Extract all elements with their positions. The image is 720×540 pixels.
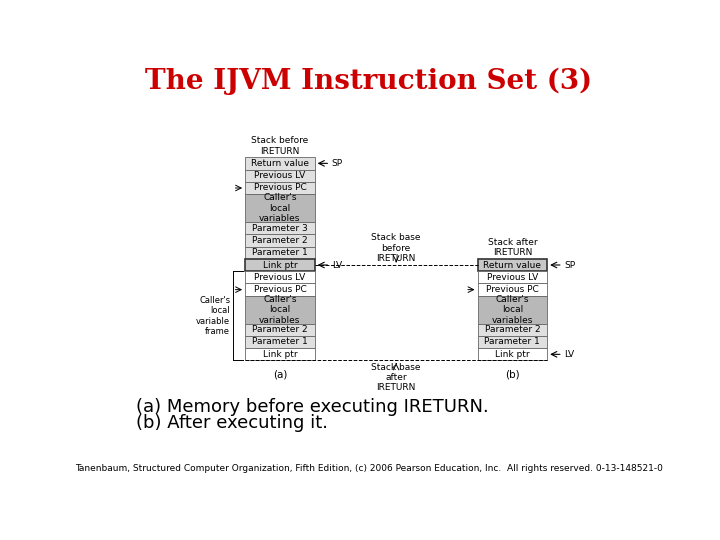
Text: Parameter 2: Parameter 2 <box>252 236 307 245</box>
Text: Return value: Return value <box>483 260 541 269</box>
Text: Parameter 2: Parameter 2 <box>485 325 540 334</box>
Text: Link ptr: Link ptr <box>263 350 297 359</box>
Text: Previous PC: Previous PC <box>253 184 306 192</box>
Bar <box>477 284 547 296</box>
Bar <box>245 222 315 234</box>
Bar <box>245 234 315 247</box>
Text: The IJVM Instruction Set (3): The IJVM Instruction Set (3) <box>145 68 593 96</box>
Bar <box>477 296 547 323</box>
Text: Previous PC: Previous PC <box>486 285 539 294</box>
Text: Parameter 1: Parameter 1 <box>252 338 307 347</box>
Text: Caller's
local
variable
frame: Caller's local variable frame <box>196 296 230 336</box>
Text: (b): (b) <box>505 370 520 380</box>
Text: Return value: Return value <box>251 159 309 168</box>
Bar <box>245 157 315 170</box>
Text: Parameter 1: Parameter 1 <box>252 248 307 257</box>
Bar <box>245 194 315 222</box>
Text: Stack base
after
IRETURN: Stack base after IRETURN <box>372 362 421 393</box>
Text: Parameter 3: Parameter 3 <box>252 224 307 233</box>
Bar <box>477 271 547 284</box>
Text: Stack after
IRETURN: Stack after IRETURN <box>487 238 537 257</box>
Bar <box>245 170 315 182</box>
Bar <box>245 348 315 361</box>
Text: Parameter 2: Parameter 2 <box>252 325 307 334</box>
Bar <box>245 271 315 284</box>
Text: Tanenbaum, Structured Computer Organization, Fifth Edition, (c) 2006 Pearson Edu: Tanenbaum, Structured Computer Organizat… <box>75 464 663 473</box>
Bar <box>245 296 315 323</box>
Bar <box>477 259 547 271</box>
Text: Previous LV: Previous LV <box>487 273 538 282</box>
Text: Caller's
local
variables: Caller's local variables <box>259 193 300 223</box>
Text: Stack base
before
IRETURN: Stack base before IRETURN <box>372 233 421 263</box>
Bar <box>245 336 315 348</box>
Bar <box>245 259 315 271</box>
Text: Link ptr: Link ptr <box>263 260 297 269</box>
Bar <box>245 182 315 194</box>
Text: LV: LV <box>332 260 342 269</box>
Text: Previous LV: Previous LV <box>254 273 305 282</box>
Bar <box>477 336 547 348</box>
Text: Stack before
IRETURN: Stack before IRETURN <box>251 136 308 156</box>
Bar <box>245 284 315 296</box>
Bar <box>245 323 315 336</box>
Bar <box>245 247 315 259</box>
Text: (a): (a) <box>273 370 287 380</box>
Text: SP: SP <box>564 260 575 269</box>
Text: Previous PC: Previous PC <box>253 285 306 294</box>
Text: SP: SP <box>332 159 343 168</box>
Text: Caller's
local
variables: Caller's local variables <box>492 295 533 325</box>
Bar <box>477 348 547 361</box>
Text: Caller's
local
variables: Caller's local variables <box>259 295 300 325</box>
Bar <box>477 323 547 336</box>
Text: LV: LV <box>564 350 575 359</box>
Text: Link ptr: Link ptr <box>495 350 530 359</box>
Text: Previous LV: Previous LV <box>254 171 305 180</box>
Text: (b) After executing it.: (b) After executing it. <box>137 414 328 432</box>
Text: Parameter 1: Parameter 1 <box>485 338 540 347</box>
Text: (a) Memory before executing IRETURN.: (a) Memory before executing IRETURN. <box>137 397 490 416</box>
